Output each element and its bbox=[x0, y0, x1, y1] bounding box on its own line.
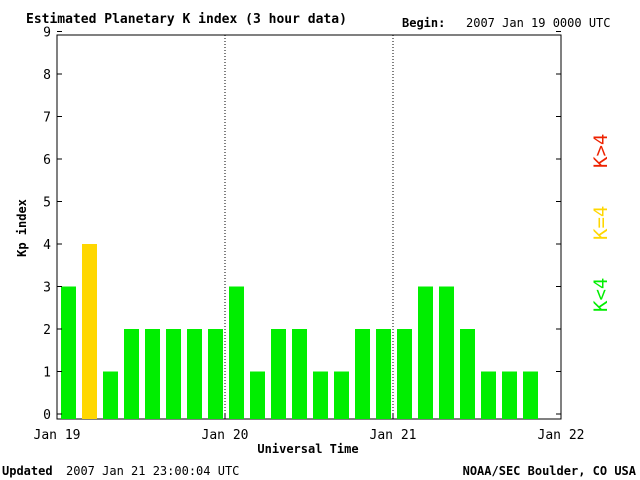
y-tick-label: 4 bbox=[43, 238, 51, 253]
kp-bar bbox=[229, 286, 244, 419]
legend-mid: K=4 bbox=[590, 206, 612, 240]
kp-bar bbox=[334, 371, 349, 419]
y-tick-label: 0 bbox=[43, 408, 51, 423]
legend-low: K<4 bbox=[590, 278, 612, 312]
legend-high: K>4 bbox=[590, 134, 612, 168]
kp-bar bbox=[61, 286, 76, 419]
kp-bar bbox=[271, 329, 286, 419]
day-dividers bbox=[224, 35, 394, 419]
kp-bar bbox=[166, 329, 181, 419]
y-tick-label: 1 bbox=[43, 366, 51, 381]
kp-bar bbox=[376, 329, 391, 419]
kp-bar bbox=[523, 371, 538, 419]
x-day-label: Jan 22 bbox=[538, 428, 585, 443]
kp-bar bbox=[481, 371, 496, 419]
kp-bar bbox=[124, 329, 139, 419]
kp-bar bbox=[397, 329, 412, 419]
kp-bar bbox=[355, 329, 370, 419]
kp-bar bbox=[208, 329, 223, 419]
y-tick-label: 7 bbox=[43, 111, 51, 126]
bars bbox=[61, 244, 538, 419]
chart-title: Estimated Planetary K index (3 hour data… bbox=[26, 12, 347, 27]
y-axis-ticks: 0 1 2 3 4 5 6 7 8 9 bbox=[43, 26, 561, 423]
x-axis-title: Universal Time bbox=[257, 442, 358, 456]
y-tick-label: 3 bbox=[43, 281, 51, 296]
kp-bar bbox=[313, 371, 328, 419]
plot-frame bbox=[56, 34, 562, 420]
begin-value: 2007 Jan 19 0000 UTC bbox=[466, 16, 611, 30]
updated-value: 2007 Jan 21 23:00:04 UTC bbox=[66, 464, 239, 478]
x-day-label: Jan 19 bbox=[34, 428, 81, 443]
kp-bar bbox=[103, 371, 118, 419]
kp-bar bbox=[502, 371, 517, 419]
kp-bar bbox=[187, 329, 202, 419]
y-tick-label: 8 bbox=[43, 68, 51, 83]
y-tick-label: 5 bbox=[43, 196, 51, 211]
kp-bar bbox=[145, 329, 160, 419]
kp-bar bbox=[250, 371, 265, 419]
kp-bar bbox=[460, 329, 475, 419]
x-day-label: Jan 21 bbox=[370, 428, 417, 443]
kp-bar bbox=[418, 286, 433, 419]
x-day-label: Jan 20 bbox=[202, 428, 249, 443]
kp-bar bbox=[439, 286, 454, 419]
kp-bar bbox=[292, 329, 307, 419]
x-axis-day-labels: Jan 19 Jan 20 Jan 21 Jan 22 bbox=[34, 414, 585, 443]
updated-label: Updated bbox=[2, 464, 53, 478]
kp-bar bbox=[82, 244, 97, 419]
y-tick-label: 6 bbox=[43, 153, 51, 168]
source-credit: NOAA/SEC Boulder, CO USA bbox=[463, 464, 637, 478]
begin-label: Begin: bbox=[402, 16, 445, 30]
y-tick-label: 9 bbox=[43, 26, 51, 41]
y-tick-label: 2 bbox=[43, 323, 51, 338]
y-axis-title: Kp index bbox=[15, 199, 29, 257]
